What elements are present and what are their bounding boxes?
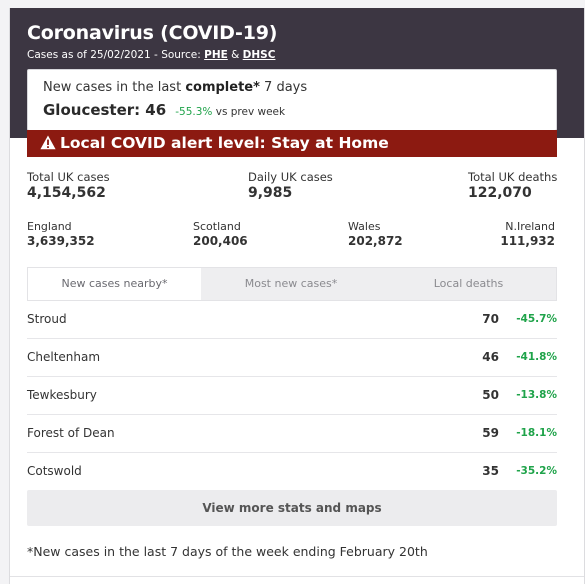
local-cases-caption: New cases in the last complete* 7 days (43, 80, 307, 95)
widget-subtitle: Cases as of 25/02/2021 - Source: PHE & D… (27, 49, 275, 61)
caption-suffix: 7 days (259, 80, 308, 95)
source-link-phe[interactable]: PHE (204, 49, 228, 61)
stat-england: England 3,639,352 (27, 220, 95, 248)
source-link-dhsc[interactable]: DHSC (242, 49, 276, 61)
warning-icon (40, 135, 56, 150)
row-pct-change: -18.1% (516, 427, 557, 439)
row-case-count: 35 (482, 464, 499, 478)
stat-wales: Wales 202,872 (348, 220, 403, 248)
stat-northern-ireland: N.Ireland 111,932 (500, 220, 555, 248)
widget-title: Coronavirus (COVID-19) (27, 22, 278, 44)
row-pct-change: -13.8% (516, 389, 557, 401)
table-row: Forest of Dean 59 -18.1% (27, 415, 557, 453)
tab-most-new-cases[interactable]: Most new cases* (244, 277, 338, 290)
local-vs-text: vs prev week (212, 106, 286, 118)
stat-label: Scotland (193, 220, 241, 233)
local-cases-box: New cases in the last complete* 7 days G… (27, 69, 557, 131)
caption-bold: complete* (185, 80, 260, 95)
stat-value: 202,872 (348, 234, 403, 248)
local-place-name: Gloucester: (43, 101, 141, 119)
row-pct-change: -45.7% (516, 313, 557, 325)
alert-text: Local COVID alert level: Stay at Home (60, 134, 389, 152)
local-cases-value: Gloucester: 46 -55.3% vs prev week (43, 100, 285, 119)
covid-widget: Coronavirus (COVID-19) Cases as of 25/02… (9, 8, 585, 584)
row-case-count: 59 (482, 426, 499, 440)
stat-value: 3,639,352 (27, 234, 95, 248)
stat-label: Total UK deaths (468, 170, 558, 184)
source-separator: & (227, 49, 243, 61)
alert-banner: Local COVID alert level: Stay at Home (27, 130, 557, 157)
stat-total-uk-deaths: Total UK deaths 122,070 (468, 170, 557, 201)
stat-total-uk-cases: Total UK cases 4,154,562 (27, 170, 110, 201)
row-pct-change: -35.2% (516, 465, 557, 477)
tab-new-cases-nearby[interactable]: New cases nearby* (28, 268, 201, 300)
table-row: Cotswold 35 -35.2% (27, 453, 557, 491)
caption-prefix: New cases in the last (43, 80, 186, 95)
row-area-name: Forest of Dean (27, 426, 115, 440)
stat-value: 200,406 (193, 234, 248, 248)
stat-label: N.Ireland (505, 220, 555, 233)
table-row: Cheltenham 46 -41.8% (27, 339, 557, 377)
stat-value: 122,070 (468, 185, 532, 201)
row-area-name: Stroud (27, 312, 67, 326)
row-case-count: 50 (482, 388, 499, 402)
footnote: *New cases in the last 7 days of the wee… (27, 544, 428, 559)
stat-value: 4,154,562 (27, 185, 106, 201)
tab-local-deaths[interactable]: Local deaths (433, 277, 504, 290)
widget-header: Coronavirus (COVID-19) Cases as of 25/02… (10, 8, 584, 138)
stat-scotland: Scotland 200,406 (193, 220, 248, 248)
view-more-stats-button[interactable]: View more stats and maps (27, 490, 557, 526)
cases-date-text: Cases as of 25/02/2021 - Source: (27, 49, 205, 61)
stat-label: England (27, 220, 72, 233)
stats-tabs: New cases nearby* Most new cases* Local … (27, 267, 557, 301)
row-area-name: Tewkesbury (27, 388, 97, 402)
row-pct-change: -41.8% (516, 351, 557, 363)
local-pct-change: -55.3% (175, 106, 213, 118)
stat-label: Total UK cases (27, 170, 110, 184)
divider (10, 576, 584, 577)
row-case-count: 46 (482, 350, 499, 364)
stat-daily-uk-cases: Daily UK cases 9,985 (248, 170, 333, 201)
table-row: Tewkesbury 50 -13.8% (27, 377, 557, 415)
stat-label: Wales (348, 220, 381, 233)
row-area-name: Cheltenham (27, 350, 101, 364)
stat-value: 111,932 (500, 234, 555, 248)
local-case-count: 46 (145, 101, 167, 119)
stat-value: 9,985 (248, 185, 293, 201)
row-case-count: 70 (482, 312, 499, 326)
table-row: Stroud 70 -45.7% (27, 301, 557, 339)
row-area-name: Cotswold (27, 464, 82, 478)
stat-label: Daily UK cases (248, 170, 333, 184)
